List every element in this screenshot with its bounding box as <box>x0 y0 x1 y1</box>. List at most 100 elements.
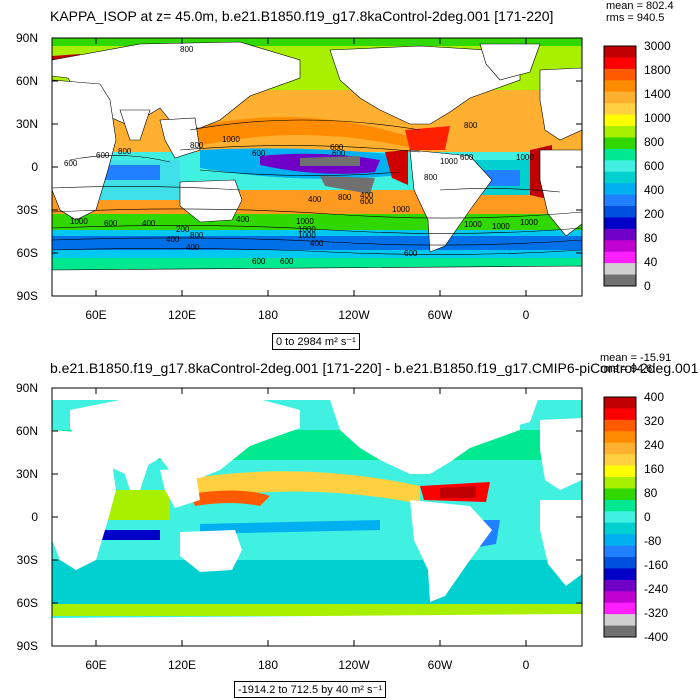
contour-label: 600 <box>460 153 474 162</box>
contour-label: 600 <box>360 197 374 206</box>
p1-gulf-red <box>405 126 450 150</box>
colorbar-swatch <box>604 240 636 253</box>
lon-label: 0 <box>522 658 530 672</box>
colorbar-swatch <box>604 103 636 115</box>
lat-label: 60S <box>16 246 38 260</box>
p2-pac-blue <box>200 520 380 534</box>
contour-label: 400 <box>360 191 374 200</box>
lat-label: 60N <box>15 424 38 438</box>
contour-label: 1000 <box>440 157 458 166</box>
colorbar-label: 80 <box>644 231 658 245</box>
contour-label: 1000 <box>520 218 538 227</box>
contour-label: 600 <box>104 219 118 228</box>
colorbar-frame <box>603 396 637 638</box>
colorbar-label: 200 <box>644 207 665 221</box>
colorbar-label: 400 <box>644 183 665 197</box>
colorbar-swatch <box>604 137 636 150</box>
lon-label: 60E <box>85 658 107 672</box>
contour-label: 1000 <box>222 135 240 144</box>
panel1-range-label: 0 to 2984 m² s⁻¹ <box>272 333 360 350</box>
colorbar-label: 160 <box>644 462 665 476</box>
colorbar-swatch <box>604 183 636 195</box>
colorbar-swatch <box>604 114 636 127</box>
colorbar-label: 40 <box>644 255 658 269</box>
p2-indian-blue <box>100 530 160 540</box>
colorbar-swatch <box>604 68 636 81</box>
colorbar-label: -240 <box>644 582 669 596</box>
p1-east-pac-red <box>385 150 408 185</box>
contour-label: 400 <box>142 219 156 228</box>
contour-label: 600 <box>96 151 110 160</box>
panel2-title: b.e21.B1850.f19_g17.8kaControl-2deg.001 … <box>50 360 700 376</box>
contour-label: 600 <box>252 149 266 158</box>
panel1-mean: mean = 802.4 <box>606 0 674 12</box>
p1-east-pac-grey <box>320 176 375 194</box>
p2-land-europe <box>540 418 582 490</box>
contour-label: 1000 <box>516 153 534 162</box>
contour-label: 800 <box>190 141 204 150</box>
lat-label: 90S <box>16 289 38 303</box>
colorbar-swatch <box>604 557 636 569</box>
panel1-colorbar <box>603 45 637 287</box>
p1-land-greenland <box>479 43 541 81</box>
panel2-range-label: -1914.2 to 712.5 by 40 m² s⁻¹ <box>234 681 386 698</box>
p1-contours <box>52 119 582 255</box>
colorbar-swatch <box>604 57 636 70</box>
colorbar-label: -320 <box>644 606 669 620</box>
contour-label: 800 <box>424 173 438 182</box>
p1-land-samerica <box>409 149 493 253</box>
contour-label: 1000 <box>392 205 410 214</box>
axis-ticks <box>52 37 582 647</box>
lon-label: 60E <box>85 308 107 322</box>
colorbar-label: 3000 <box>644 39 671 53</box>
lat-label: 0 <box>31 160 38 174</box>
lon-label: 0 <box>522 308 530 322</box>
colorbar-swatch <box>604 545 636 558</box>
colorbar-label: -80 <box>644 534 662 548</box>
p1-land-europe <box>539 67 582 141</box>
contour-label: 600 <box>404 249 418 258</box>
colorbar-swatch <box>604 419 636 432</box>
colorbar-swatch <box>604 625 636 638</box>
colorbar-swatch <box>604 454 636 466</box>
colorbar-swatch <box>604 274 636 287</box>
p2-land-eurasia <box>70 394 300 478</box>
contour-label: 1000 <box>464 220 482 229</box>
colorbar-label: 1000 <box>644 111 671 125</box>
colorbar-swatch <box>604 614 636 626</box>
panel2-mean: mean = -15.91 <box>600 352 672 364</box>
p1-land-seasia <box>159 117 201 159</box>
p2-south-band <box>52 560 582 608</box>
lon-label: 60W <box>427 658 453 672</box>
colorbar-swatch <box>604 408 636 421</box>
lon-label: 120E <box>167 658 197 672</box>
p1-land <box>52 41 582 296</box>
lat-label: 60N <box>15 74 38 88</box>
contour-label: 600 <box>332 149 346 158</box>
p2-land-india <box>120 460 150 490</box>
lat-label: 90S <box>16 639 38 653</box>
colorbar-swatch <box>604 431 636 444</box>
lat-label: 90N <box>15 31 38 45</box>
colorbar-swatch <box>604 465 636 478</box>
contour-label: 400 <box>308 195 322 204</box>
p1-land-australia <box>179 179 243 223</box>
p1-equatorial-grey <box>300 156 360 166</box>
panel2-colorbar <box>603 396 637 638</box>
colorbar-label: 800 <box>644 135 665 149</box>
lat-label: 30S <box>16 203 38 217</box>
colorbar-swatch <box>604 148 636 161</box>
panel2-map <box>52 388 582 646</box>
p2-land-australia <box>180 530 242 572</box>
colorbar-swatch <box>604 568 636 581</box>
colorbar-swatch <box>604 91 636 104</box>
lat-label: 60S <box>16 596 38 610</box>
lat-label: 30S <box>16 553 38 567</box>
colorbar-swatch <box>604 217 636 230</box>
p1-land-india <box>119 109 151 141</box>
colorbar-label: 400 <box>644 390 665 404</box>
colorbar-swatch <box>604 477 636 489</box>
contour-label: 800 <box>180 45 194 54</box>
